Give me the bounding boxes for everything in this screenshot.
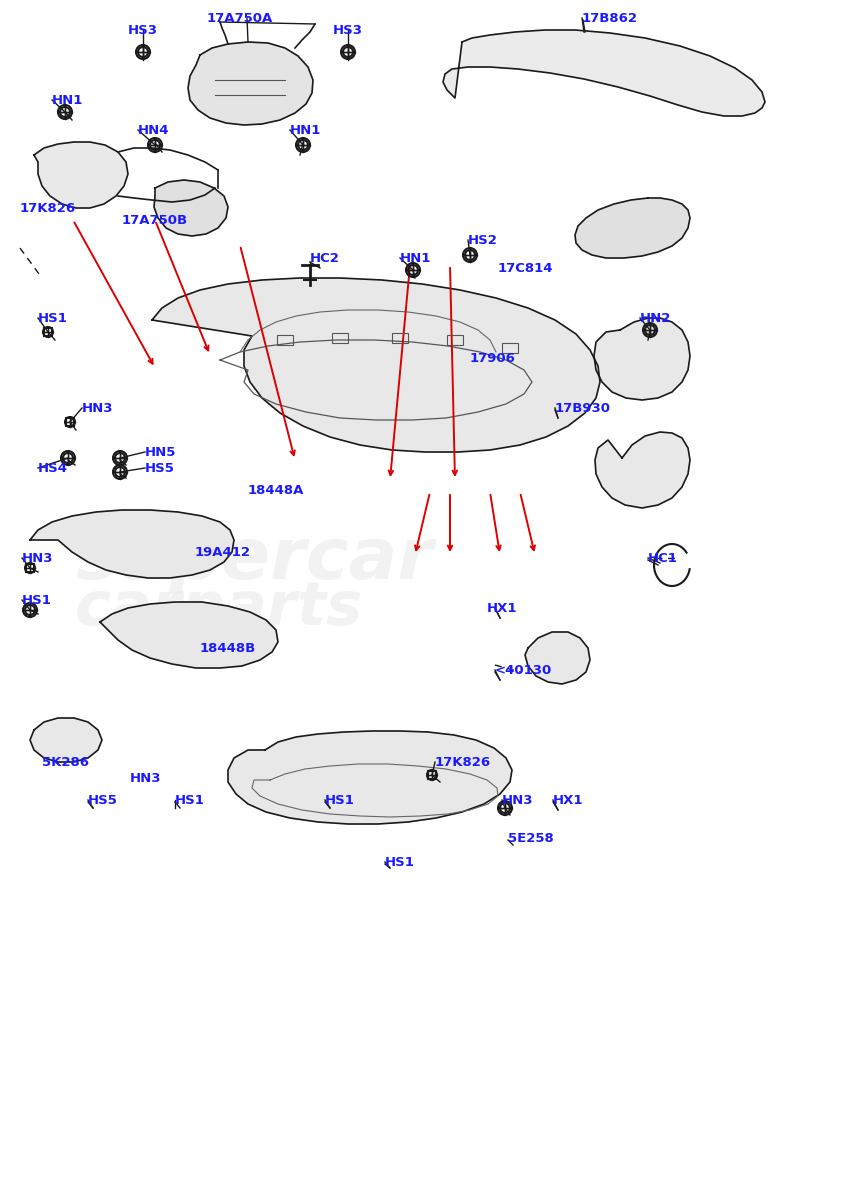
Text: HN1: HN1 xyxy=(52,94,83,107)
Text: 17C814: 17C814 xyxy=(498,262,553,275)
Text: 17A750A: 17A750A xyxy=(207,12,273,24)
Polygon shape xyxy=(525,632,590,684)
Text: HN3: HN3 xyxy=(130,772,161,785)
Text: <40130: <40130 xyxy=(495,664,552,677)
Polygon shape xyxy=(443,30,765,116)
Polygon shape xyxy=(100,602,278,668)
Text: HS3: HS3 xyxy=(333,24,363,36)
Text: 19A412: 19A412 xyxy=(195,546,251,558)
Text: HN4: HN4 xyxy=(138,124,169,137)
Text: 17B862: 17B862 xyxy=(582,12,638,24)
Text: HS2: HS2 xyxy=(468,234,498,246)
Bar xyxy=(428,770,436,779)
Polygon shape xyxy=(594,318,690,400)
Bar xyxy=(332,332,348,343)
Text: 5E258: 5E258 xyxy=(508,832,554,845)
Polygon shape xyxy=(34,142,128,208)
Text: 17A750B: 17A750B xyxy=(122,214,188,227)
Bar xyxy=(44,328,52,336)
Polygon shape xyxy=(152,278,600,452)
Text: HN5: HN5 xyxy=(145,445,176,458)
Text: supercar: supercar xyxy=(75,526,433,594)
Text: carparts: carparts xyxy=(75,578,363,637)
Text: HN1: HN1 xyxy=(400,252,431,264)
Text: HS4: HS4 xyxy=(38,462,68,474)
Text: HS5: HS5 xyxy=(145,462,175,474)
Text: HN2: HN2 xyxy=(640,312,672,324)
Text: HN3: HN3 xyxy=(502,793,533,806)
Polygon shape xyxy=(188,42,313,125)
Text: HC1: HC1 xyxy=(648,552,678,564)
Text: HS5: HS5 xyxy=(88,793,118,806)
Text: HN1: HN1 xyxy=(290,124,321,137)
Bar xyxy=(447,335,463,346)
Text: HN3: HN3 xyxy=(22,552,53,564)
Text: HX1: HX1 xyxy=(553,793,583,806)
Text: 17K826: 17K826 xyxy=(20,202,76,215)
Polygon shape xyxy=(575,198,690,258)
Bar xyxy=(277,335,293,346)
Bar xyxy=(502,343,518,353)
Polygon shape xyxy=(30,510,234,578)
Text: 17K826: 17K826 xyxy=(435,756,491,768)
Text: HS3: HS3 xyxy=(128,24,158,36)
Polygon shape xyxy=(154,180,228,236)
Bar xyxy=(26,564,34,572)
Text: HS1: HS1 xyxy=(325,793,355,806)
Bar xyxy=(392,332,408,343)
Text: HN3: HN3 xyxy=(82,402,113,414)
Text: 5K286: 5K286 xyxy=(42,756,89,768)
Text: HS1: HS1 xyxy=(22,594,52,606)
Text: HS1: HS1 xyxy=(38,312,68,324)
Text: 18448B: 18448B xyxy=(200,642,256,654)
Text: 18448A: 18448A xyxy=(248,484,304,497)
Text: HC2: HC2 xyxy=(310,252,340,264)
Bar xyxy=(66,418,74,426)
Polygon shape xyxy=(595,432,690,508)
Text: HS1: HS1 xyxy=(175,793,205,806)
Text: 17B930: 17B930 xyxy=(555,402,611,414)
Text: HS1: HS1 xyxy=(385,856,415,869)
Text: HX1: HX1 xyxy=(487,601,517,614)
Text: 17906: 17906 xyxy=(470,352,516,365)
Polygon shape xyxy=(228,731,512,824)
Polygon shape xyxy=(30,718,102,762)
